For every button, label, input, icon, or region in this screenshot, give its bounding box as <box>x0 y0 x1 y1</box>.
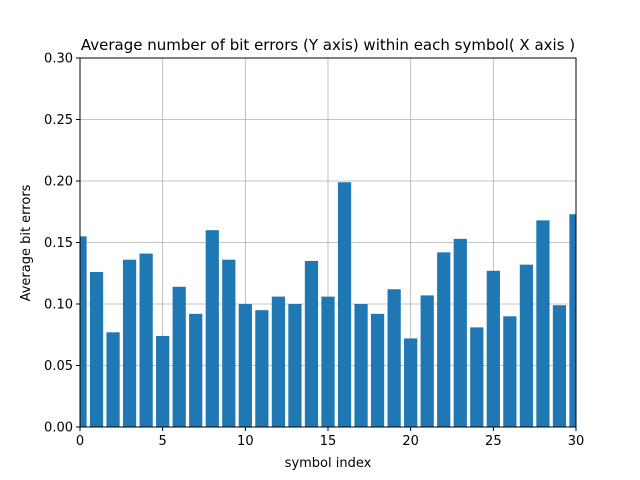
x-axis-ticks: 0 5 10 15 20 25 30 <box>76 427 584 449</box>
x-tick-label-0: 0 <box>76 434 84 449</box>
bar-18 <box>370 313 385 427</box>
bar-28 <box>536 220 550 427</box>
bar-29 <box>552 305 567 427</box>
y-tick-label-0: 0.00 <box>44 421 73 436</box>
bar-10 <box>238 304 252 427</box>
y-axis-ticks: 0.00 0.05 0.10 0.15 0.20 0.25 0.30 <box>44 52 80 436</box>
y-tick-label-1: 0.05 <box>44 359 73 374</box>
bar-21 <box>420 295 434 427</box>
bar-26 <box>503 316 517 427</box>
bar-8 <box>205 230 219 427</box>
bar-30 <box>569 214 576 427</box>
bar-1 <box>89 272 104 427</box>
bar-27 <box>519 264 534 427</box>
y-tick-label-6: 0.30 <box>44 52 73 67</box>
y-axis-title: Average bit errors <box>19 184 34 301</box>
bar-16 <box>337 182 352 427</box>
bar-4 <box>139 253 153 427</box>
bar-6 <box>172 286 186 427</box>
bar-20 <box>404 338 418 427</box>
bar-15 <box>321 296 335 427</box>
bar-17 <box>354 304 368 427</box>
bar-2 <box>106 332 120 427</box>
y-tick-label-3: 0.15 <box>44 236 73 251</box>
x-tick-label-2: 10 <box>237 434 254 449</box>
bar-22 <box>437 252 451 427</box>
bar-14 <box>304 260 319 427</box>
bar-9 <box>222 259 236 427</box>
x-axis-title: symbol index <box>285 456 372 471</box>
y-tick-label-5: 0.25 <box>44 113 73 128</box>
bars <box>80 182 576 427</box>
bar-11 <box>255 310 269 427</box>
bar-24 <box>470 327 484 427</box>
bar-5 <box>156 335 170 427</box>
bar-13 <box>288 304 302 427</box>
y-tick-label-2: 0.10 <box>44 298 73 313</box>
y-tick-label-4: 0.20 <box>44 175 73 190</box>
bar-19 <box>387 289 401 427</box>
bar-23 <box>453 238 467 427</box>
bar-12 <box>271 296 286 427</box>
x-tick-label-1: 5 <box>159 434 167 449</box>
x-tick-label-3: 15 <box>320 434 337 449</box>
bar-3 <box>122 259 137 427</box>
bar-0 <box>80 236 87 427</box>
bar-7 <box>189 313 203 427</box>
x-tick-label-5: 25 <box>485 434 502 449</box>
x-tick-label-4: 20 <box>402 434 419 449</box>
chart-title: Average number of bit errors (Y axis) wi… <box>81 36 575 54</box>
bar-25 <box>486 270 500 427</box>
x-tick-label-6: 30 <box>568 434 585 449</box>
plot-area: 0 5 10 15 20 25 30 0.00 0.05 0.10 0.15 0.20 0.25 0.3… <box>44 52 584 450</box>
